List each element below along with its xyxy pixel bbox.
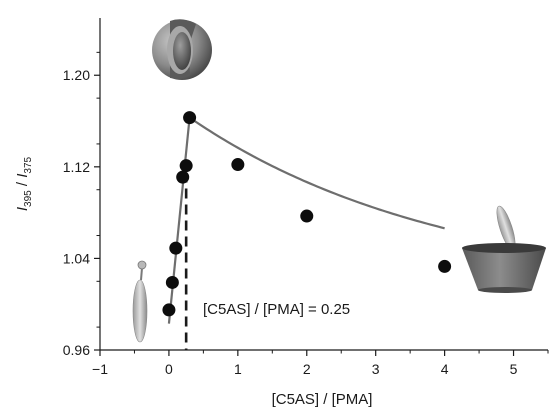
data-points [162, 111, 452, 317]
data-point [179, 159, 193, 173]
x-ticks: −1 0 1 2 3 4 5 [92, 350, 549, 377]
fit-line-decay [188, 116, 445, 230]
x-tick-label: 4 [441, 361, 449, 377]
data-point [183, 111, 197, 125]
y-tick-label: 0.96 [63, 342, 90, 358]
y-ticks: 0.96 1.04 1.12 1.20 [63, 51, 100, 358]
x-axis-title: [C5AS] / [PMA] [272, 391, 373, 408]
data-point [438, 259, 452, 273]
x-tick-label: 3 [372, 361, 380, 377]
data-point [162, 303, 176, 317]
y-tick-label: 1.04 [63, 250, 90, 266]
data-point [176, 170, 190, 184]
data-point [165, 275, 179, 289]
x-tick-label: 2 [303, 361, 311, 377]
y-tick-label: 1.20 [63, 67, 90, 83]
x-tick-label: 5 [510, 361, 518, 377]
y-axis-title: I395 / I375 [14, 156, 34, 211]
x-tick-label: −1 [92, 361, 108, 377]
x-tick-label: 1 [234, 361, 242, 377]
bowl-with-rod-icon [462, 205, 546, 293]
axes [99, 18, 548, 351]
data-point [169, 241, 183, 255]
fit-line-rising [167, 117, 191, 324]
data-point [231, 158, 245, 172]
y-tick-label: 1.12 [63, 159, 90, 175]
x-tick-label: 0 [165, 361, 173, 377]
ratio-annotation: [C5AS] / [PMA] = 0.25 [203, 301, 350, 318]
data-point [300, 209, 314, 223]
cut-sphere-micelle-icon [152, 19, 212, 80]
amphiphile-rod-icon [132, 260, 148, 343]
